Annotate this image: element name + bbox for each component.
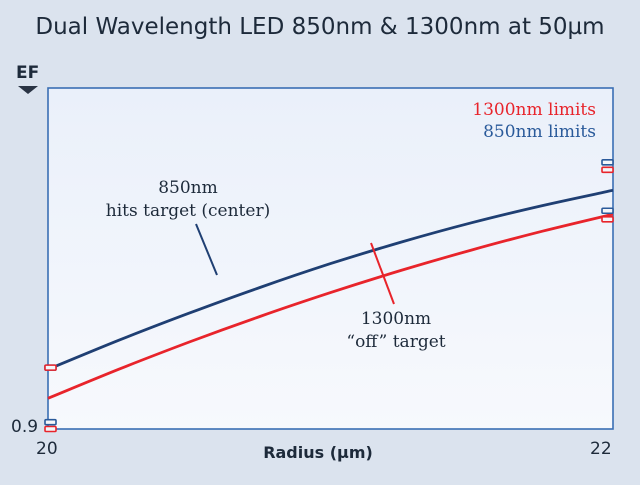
limit-mark-1300nm-right xyxy=(601,166,614,174)
limit-mark-850nm-right xyxy=(601,159,614,166)
annotation-850nm-line1: 850nm xyxy=(158,178,218,198)
y-axis-marker-icon xyxy=(18,86,38,94)
legend-850nm-limits: 850nm limits xyxy=(483,122,596,142)
limit-mark-1300nm-left xyxy=(44,364,57,371)
limit-mark-1300nm-left xyxy=(44,425,57,433)
limit-mark-850nm-right xyxy=(601,207,614,215)
annotation-1300nm-line1: 1300nm xyxy=(361,309,431,329)
chart-title: Dual Wavelength LED 850nm & 1300nm at 50… xyxy=(35,14,605,40)
plot-area xyxy=(47,87,614,430)
series-line-850nm xyxy=(47,188,614,371)
annotation-pointer-850nm xyxy=(195,223,218,276)
x-tick-label-left: 20 xyxy=(36,439,58,459)
annotation-pointer-1300nm xyxy=(370,242,395,305)
legend-1300nm-limits: 1300nm limits xyxy=(472,100,596,120)
y-tick-label: 0.9 xyxy=(11,417,38,437)
y-axis-label: EF xyxy=(16,63,39,83)
annotation-850nm-line2: hits target (center) xyxy=(106,201,270,221)
series-line-1300nm xyxy=(47,212,614,400)
limit-mark-1300nm-right xyxy=(601,215,614,223)
limit-markers xyxy=(44,159,614,433)
x-axis-label: Radius (µm) xyxy=(263,443,373,462)
limit-mark-850nm-left xyxy=(44,418,57,426)
annotation-1300nm-line2: “off” target xyxy=(346,332,445,352)
x-tick-label-right: 22 xyxy=(590,439,612,459)
